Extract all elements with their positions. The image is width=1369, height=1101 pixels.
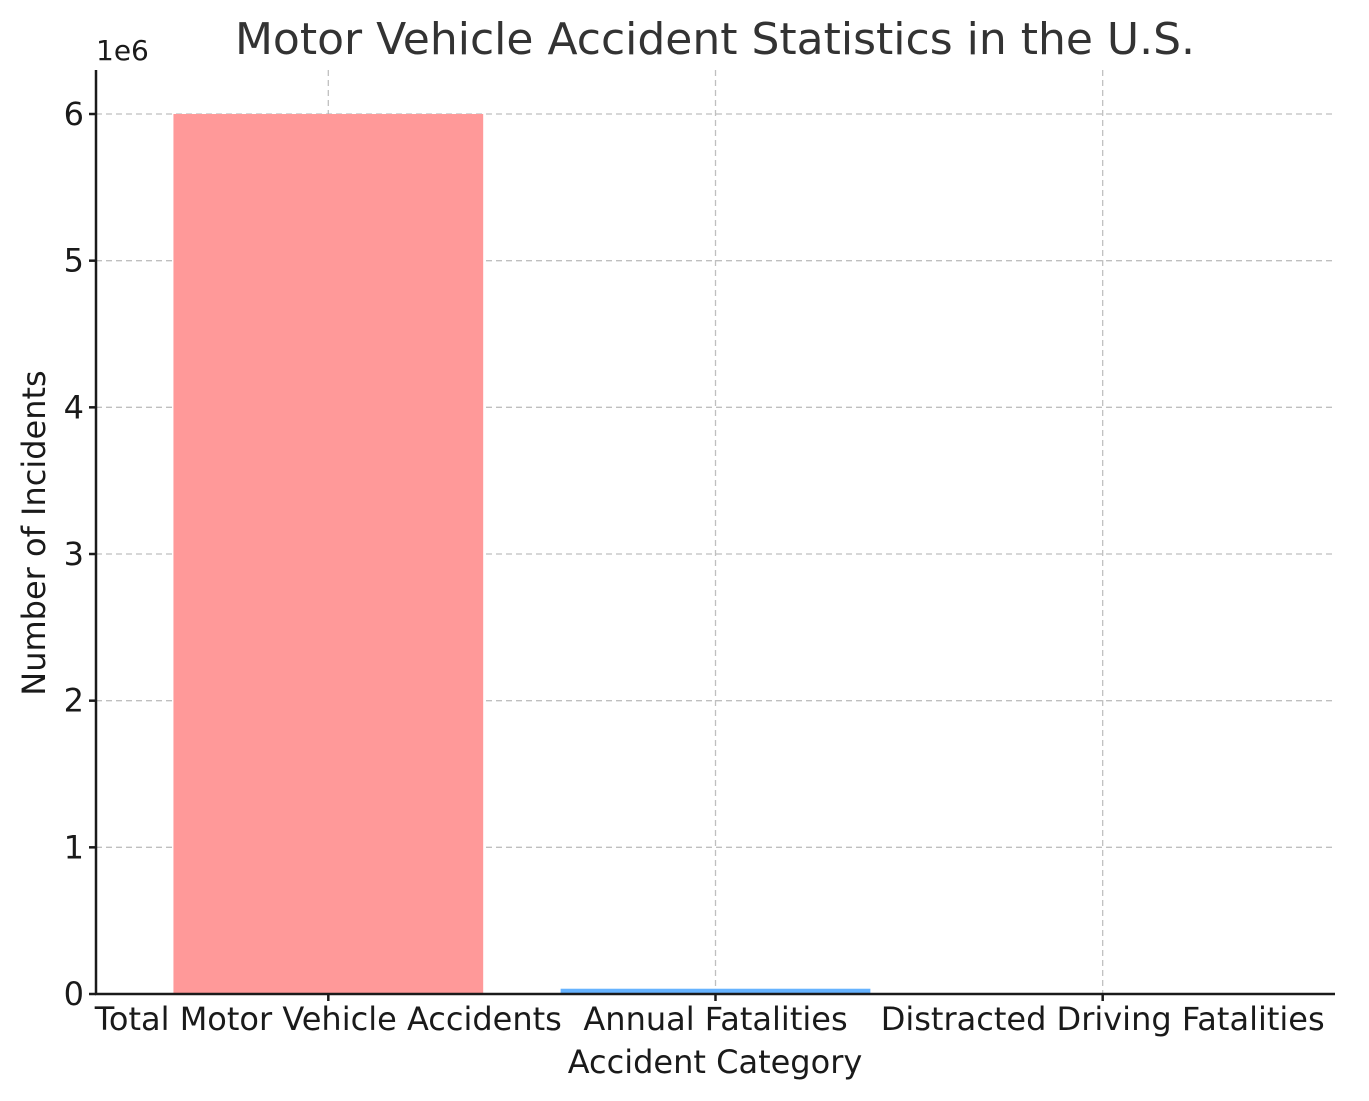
x-axis-label: Accident Category [568, 1043, 863, 1081]
y-tick-label: 4 [64, 388, 84, 426]
x-tick-label: Total Motor Vehicle Accidents [94, 1000, 562, 1038]
bar [560, 988, 871, 994]
y-tick-label: 1 [64, 828, 84, 866]
chart-title: Motor Vehicle Accident Statistics in the… [235, 14, 1195, 65]
y-axis-label: Number of Incidents [15, 370, 53, 695]
y-tick-label: 0 [64, 975, 84, 1013]
y-offset-label: 1e6 [96, 34, 149, 67]
y-tick-label: 2 [64, 682, 84, 720]
y-tick-label: 3 [64, 535, 84, 573]
y-tick-label: 5 [64, 242, 84, 280]
bars [173, 114, 1258, 994]
axes: 0 1 2 3 4 5 6 Total Motor Vehicle Accidents Annu… [64, 70, 1335, 1038]
y-tick-label: 6 [64, 95, 84, 133]
x-tick-label: Annual Fatalities [583, 1000, 847, 1038]
x-tick-label: Distracted Driving Fatalities [881, 1000, 1325, 1038]
bar [173, 114, 484, 994]
